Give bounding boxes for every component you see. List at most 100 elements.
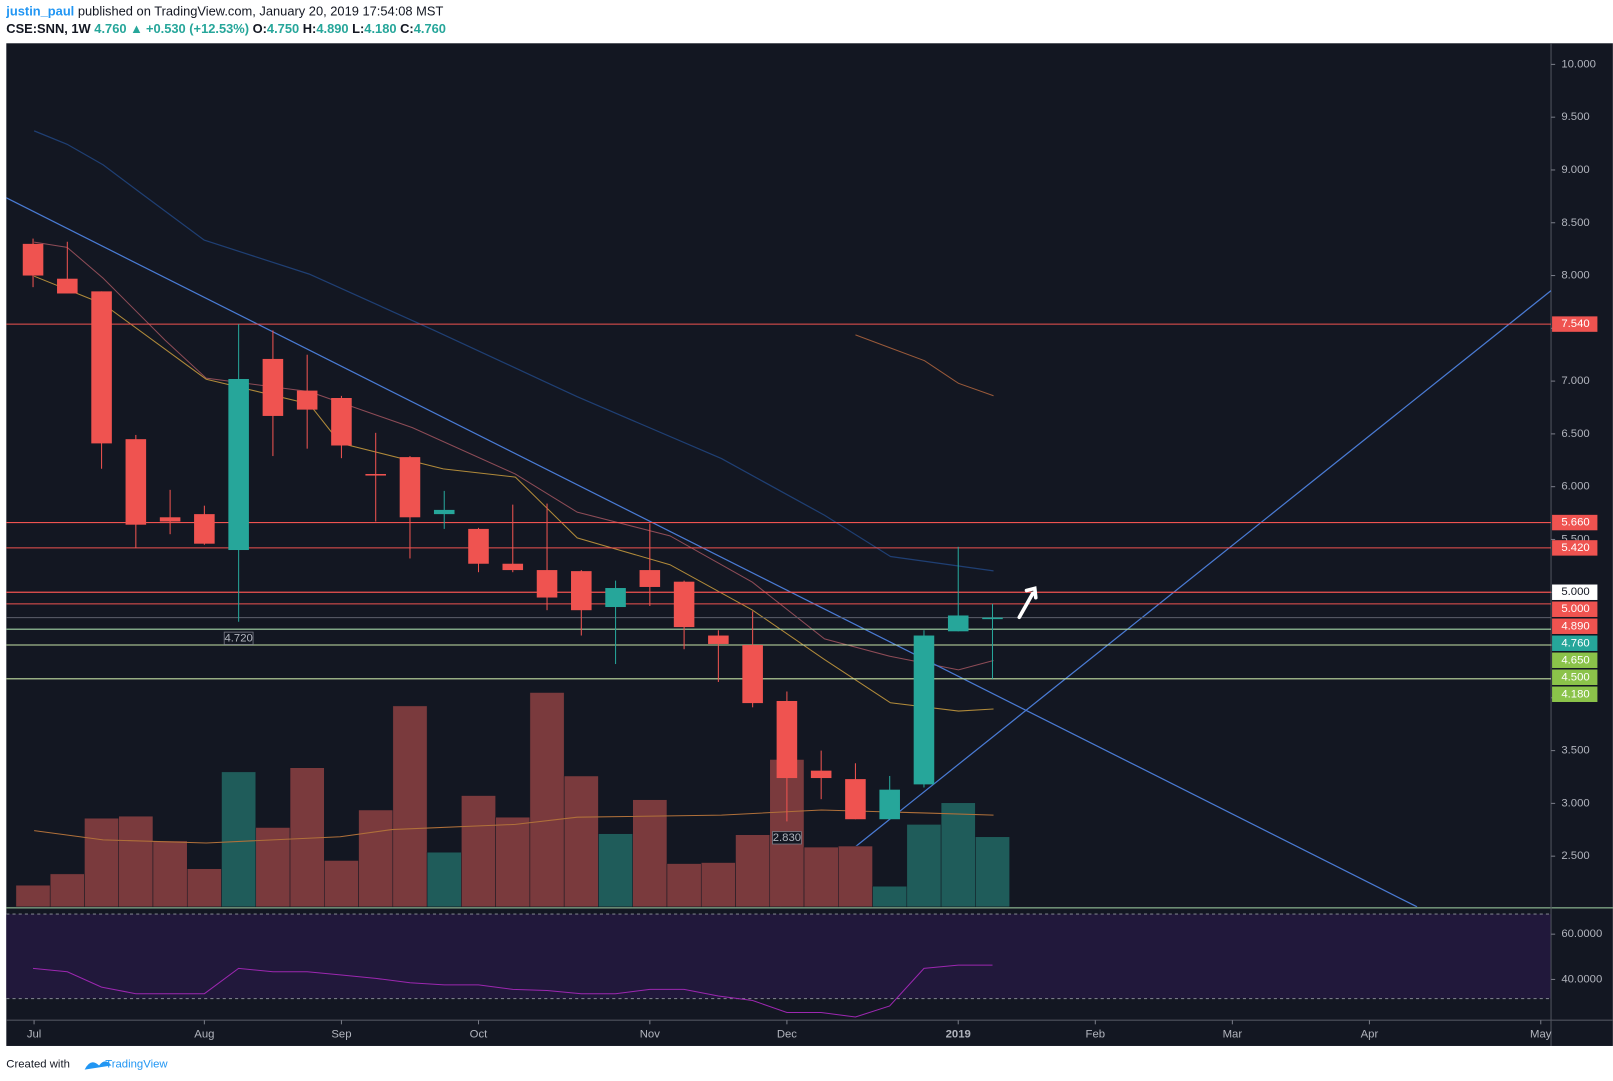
volume-bar bbox=[735, 834, 771, 908]
moving-average bbox=[34, 241, 994, 671]
moving-average bbox=[33, 275, 994, 712]
footer-created: Created with bbox=[6, 1059, 70, 1071]
annotation-box bbox=[772, 831, 802, 845]
volume-bar bbox=[700, 862, 736, 908]
level-label-box bbox=[1552, 669, 1598, 685]
symbol: CSE:SNN, 1W bbox=[6, 21, 91, 36]
header-line: justin_paul published on TradingView.com… bbox=[5, 4, 443, 19]
y-tick-label: 6.500 bbox=[1561, 428, 1589, 440]
x-tick-label: May bbox=[1530, 1029, 1552, 1041]
volume-bar bbox=[838, 845, 873, 908]
candle-body bbox=[571, 571, 592, 611]
level-label: 5.420 bbox=[1561, 542, 1589, 554]
annotation: 2.830 bbox=[773, 832, 801, 844]
candle-body bbox=[262, 358, 284, 416]
level-label: 7.540 bbox=[1561, 318, 1589, 330]
level-label-box bbox=[1552, 635, 1598, 651]
candle-body bbox=[91, 291, 112, 444]
candle-body bbox=[536, 570, 558, 598]
arrow-drawing bbox=[1017, 586, 1038, 620]
annotation: 4.720 bbox=[224, 632, 252, 644]
volume-bar bbox=[324, 860, 359, 908]
rsi-band bbox=[6, 914, 1552, 999]
published: published on TradingView.com, January 20… bbox=[78, 4, 444, 19]
volume-bar bbox=[872, 885, 908, 908]
level-label: 4.500 bbox=[1561, 671, 1589, 683]
trendline bbox=[6, 197, 1418, 907]
x-tick-label: Feb bbox=[1086, 1029, 1106, 1041]
volume-bar bbox=[529, 692, 565, 908]
level-label-box bbox=[1552, 584, 1598, 600]
level-label-box bbox=[1552, 652, 1598, 668]
y-tick-label: 6.000 bbox=[1561, 481, 1589, 493]
l-value: 4.180 bbox=[364, 21, 396, 36]
x-tick-label: Apr bbox=[1361, 1029, 1379, 1041]
candle-body bbox=[845, 779, 866, 820]
level-label-box bbox=[1552, 618, 1598, 634]
volume-bar bbox=[186, 868, 222, 908]
volume-bar bbox=[118, 815, 154, 908]
level-label-box bbox=[1552, 316, 1598, 332]
h-label: H: bbox=[303, 21, 317, 36]
y-tick-label: 7.000 bbox=[1561, 375, 1589, 387]
level-label-box bbox=[1552, 601, 1598, 617]
o-value: 4.750 bbox=[267, 21, 299, 36]
level-label-box bbox=[1552, 514, 1598, 531]
candle-body bbox=[468, 528, 489, 564]
h-value: 4.890 bbox=[316, 21, 348, 36]
x-tick-label: Aug bbox=[194, 1029, 214, 1041]
symbol-line: CSE:SNN, 1W 4.760 ▲ +0.530 (+12.53%) O:4.… bbox=[6, 21, 446, 36]
volume-bar bbox=[495, 816, 531, 908]
y-tick-label: 9.500 bbox=[1561, 111, 1589, 123]
author[interactable]: justin_paul bbox=[5, 4, 74, 19]
volume-bar bbox=[49, 873, 85, 908]
volume-bar bbox=[666, 863, 702, 908]
candles: 4.720 2.830 bbox=[22, 238, 1003, 845]
level-label-box bbox=[1552, 686, 1598, 702]
candle-body bbox=[913, 635, 935, 785]
candle-body bbox=[296, 390, 318, 410]
c-label: C: bbox=[400, 21, 414, 36]
candle-body bbox=[125, 439, 147, 525]
volume-bar bbox=[84, 817, 119, 908]
candle-body bbox=[228, 378, 249, 551]
rsi-line bbox=[32, 964, 993, 1018]
x-tick-label: Sep bbox=[331, 1029, 351, 1041]
candle-body bbox=[159, 517, 181, 522]
l-label: L: bbox=[352, 21, 364, 36]
volume-bar bbox=[563, 775, 599, 908]
x-tick-label: Mar bbox=[1223, 1029, 1243, 1041]
axes: 2.5003.0003.5004.0004.5005.0005.5006.000… bbox=[27, 58, 1602, 1040]
volume-bar bbox=[392, 705, 428, 908]
moving-average bbox=[855, 334, 994, 397]
volume-bar bbox=[426, 851, 462, 908]
x-tick-label: Jul bbox=[27, 1029, 41, 1041]
x-tick-label: Oct bbox=[470, 1029, 488, 1041]
candle-body bbox=[742, 645, 763, 704]
rsi-tick-label: 60.0000 bbox=[1561, 928, 1602, 940]
footer-brand[interactable]: TradingView bbox=[105, 1059, 168, 1071]
o-label: O: bbox=[253, 21, 267, 36]
candle-body bbox=[605, 588, 626, 608]
level-label: 4.650 bbox=[1561, 654, 1589, 666]
level-label-box bbox=[1552, 540, 1598, 556]
y-tick-label: 8.500 bbox=[1561, 217, 1589, 229]
y-tick-label: 8.000 bbox=[1561, 270, 1589, 282]
price-levels bbox=[6, 323, 1552, 680]
logo bbox=[84, 1061, 112, 1070]
volume-bar bbox=[461, 795, 496, 908]
candle-body bbox=[502, 563, 524, 571]
x-tick-label: Dec bbox=[777, 1029, 797, 1041]
last: 4.760 bbox=[94, 21, 126, 36]
volume-bar bbox=[906, 824, 942, 908]
candle-body bbox=[879, 789, 900, 820]
candle-body bbox=[947, 615, 969, 632]
arrow: ▲ bbox=[130, 21, 143, 36]
candle-body bbox=[708, 635, 729, 644]
candle-body bbox=[331, 397, 352, 446]
candle-body bbox=[22, 243, 44, 276]
drawings bbox=[6, 130, 1552, 907]
candle-body bbox=[433, 509, 455, 515]
